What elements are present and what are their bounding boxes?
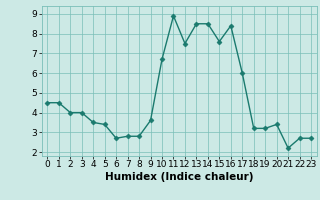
X-axis label: Humidex (Indice chaleur): Humidex (Indice chaleur) xyxy=(105,172,253,182)
